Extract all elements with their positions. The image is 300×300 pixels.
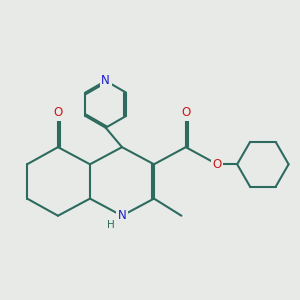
- Text: O: O: [53, 106, 63, 119]
- Text: N: N: [118, 209, 126, 222]
- Text: N: N: [101, 74, 110, 87]
- Text: O: O: [212, 158, 222, 171]
- Text: H: H: [107, 220, 115, 230]
- Text: O: O: [181, 106, 190, 119]
